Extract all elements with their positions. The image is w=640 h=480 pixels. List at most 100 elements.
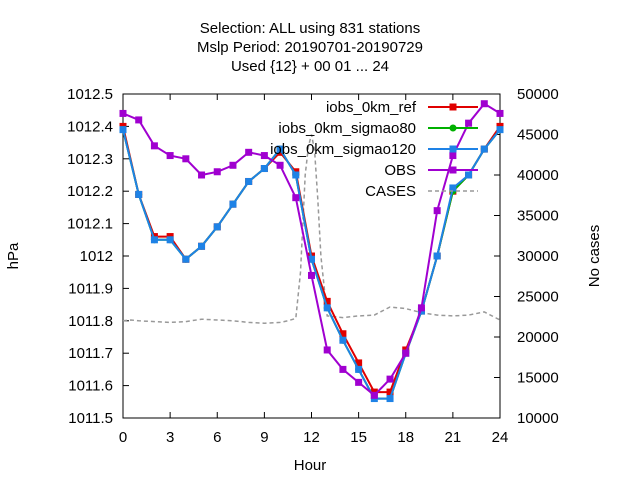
data-point [339,330,347,338]
data-point [229,161,237,169]
y-tick-label: 1012 [80,248,113,265]
data-point [339,365,347,373]
data-point [260,165,268,173]
data-point [260,152,268,160]
y2-tick-label: 50000 [517,86,559,103]
series-OBS [119,100,504,399]
y2-tick-label: 25000 [517,289,559,306]
data-point [465,119,473,127]
series-layer [119,100,504,403]
y-tick-label: 1012.4 [67,118,113,135]
data-point [355,365,363,373]
data-point [480,100,488,108]
y-tick-label: 1012.3 [67,151,113,168]
y-axis-label: hPa [5,242,22,269]
x-tick-label: 6 [213,429,221,446]
data-point [276,161,284,169]
data-point [229,200,237,208]
legend-label: iobs_0km_sigmao80 [278,120,416,137]
title-line-3: Used {12} + 00 01 ... 24 [231,58,389,75]
data-point [292,194,300,202]
data-point [339,336,347,344]
data-point [355,378,363,386]
legend-swatch-marker [449,145,457,153]
x-tick-label: 0 [119,429,127,446]
title-line-1: Selection: ALL using 831 stations [200,20,420,37]
data-point [449,184,457,192]
legend-swatch-marker [449,166,457,174]
x-tick-label: 21 [445,429,462,446]
x-tick-label: 9 [260,429,268,446]
data-point [308,255,315,263]
legend-label: iobs_0km_sigmao120 [270,141,416,158]
data-point [150,236,158,244]
series-CASES [122,134,501,324]
data-point [323,304,331,312]
data-point [166,152,174,160]
data-point [323,297,331,305]
y-tick-label: 1011.6 [68,378,113,395]
data-point [245,148,253,156]
data-point [276,145,284,153]
data-point [213,168,221,176]
series-iobs_0km_sigmao80 [119,126,504,403]
data-point [496,126,504,134]
y-tick-label: 1011.8 [68,313,113,330]
y2-tick-label: 45000 [517,127,559,144]
y-tick-label: 1011.7 [68,345,113,362]
data-point [386,395,394,403]
y2-tick-label: 35000 [517,208,559,225]
data-point [402,349,410,357]
data-point [198,171,206,179]
data-point [433,207,441,215]
data-point [213,223,221,231]
legend-label: CASES [365,183,416,200]
legend-swatch-marker [449,103,457,111]
data-point [150,142,158,150]
data-point [370,391,378,399]
data-point [198,242,206,250]
data-point [386,388,394,396]
data-point [480,145,488,153]
y2-tick-label: 20000 [517,329,559,346]
data-point [323,346,331,354]
y2-tick-label: 40000 [517,167,559,184]
y2-tick-label: 10000 [517,410,559,427]
y2-axis-label: No cases [586,225,603,288]
x-tick-label: 15 [350,429,367,446]
data-point [417,304,425,312]
data-point [355,359,363,367]
y-axis: 1011.5 1011.6 1011.7 1011.8 1011.9 1012 1012.1… [67,86,129,427]
data-point [135,116,143,124]
series-line [122,134,501,324]
legend: iobs_0km_ref iobs_0km_sigmao80 iobs_0km_si… [270,99,478,200]
title-line-2: Mslp Period: 20190701-20190729 [197,39,423,56]
legend-label: iobs_0km_ref [326,99,417,116]
data-point [496,109,504,117]
y2-axis: 10000 15000 20000 25000 30000 35000 40000 45000… [494,86,559,427]
data-point [135,190,143,198]
data-point [433,252,441,260]
y-tick-label: 1012.2 [67,183,113,200]
data-point [245,177,253,185]
data-point [292,171,300,179]
x-axis-label: Hour [294,457,327,474]
data-point [119,126,127,134]
data-point [449,152,457,160]
x-tick-label: 3 [166,429,174,446]
y2-tick-label: 15000 [517,370,559,387]
data-point [166,236,174,244]
x-tick-label: 18 [397,429,414,446]
data-point [465,171,473,179]
x-tick-label: 12 [303,429,320,446]
y-tick-label: 1012.1 [67,216,113,233]
data-point [386,375,394,383]
series-iobs_0km_sigmao120 [119,126,504,403]
y-tick-label: 1012.5 [67,86,113,103]
y-tick-label: 1011.5 [68,410,113,427]
y-tick-label: 1011.9 [68,280,113,297]
legend-label: OBS [384,162,416,179]
x-axis: 0 3 6 9 12 15 18 21 24 [119,94,508,446]
data-point [182,155,190,163]
